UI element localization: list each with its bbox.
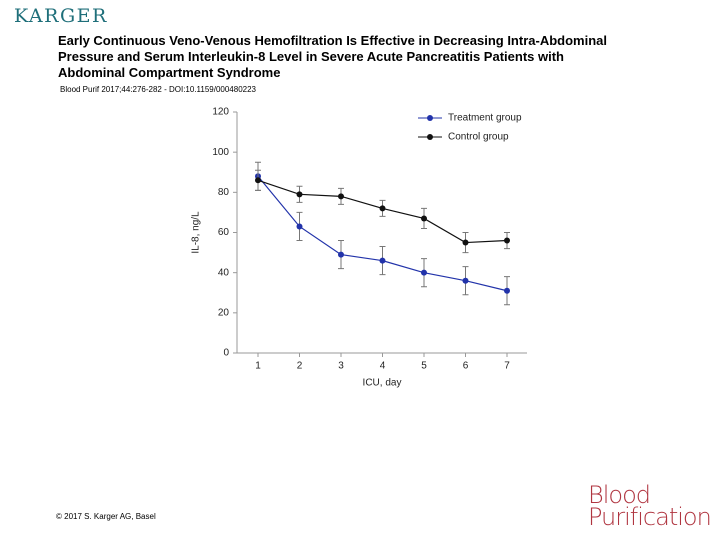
legend-label: Control group	[448, 132, 509, 143]
x-tick-label: 7	[504, 361, 510, 372]
y-axis-label: IL-8, ng/L	[191, 211, 202, 254]
legend-marker	[427, 115, 433, 121]
y-tick-label: 40	[218, 267, 230, 278]
journal-logo-line: Purification	[588, 503, 712, 531]
x-axis-label: ICU, day	[363, 378, 402, 389]
y-tick-label: 20	[218, 307, 230, 318]
data-point	[338, 251, 344, 258]
x-tick-label: 5	[421, 361, 427, 372]
title-line: Abdominal Compartment Syndrome	[58, 65, 281, 80]
x-tick-label: 6	[463, 361, 469, 372]
title-line: Pressure and Serum Interleukin-8 Level i…	[58, 49, 564, 64]
journal-logo-line: Blood	[588, 481, 651, 509]
x-tick-label: 1	[255, 361, 261, 372]
y-tick-label: 100	[212, 147, 229, 158]
data-point	[504, 237, 510, 244]
y-tick-label: 60	[218, 227, 230, 238]
data-point	[379, 205, 386, 212]
x-tick-label: 4	[380, 361, 386, 372]
publisher-logo: KARGER	[14, 5, 108, 27]
title-line: Early Continuous Veno-Venous Hemofiltrat…	[58, 33, 607, 48]
journal-logo: Blood Purification	[588, 481, 712, 531]
legend-label: Treatment group	[448, 113, 522, 124]
data-point	[421, 215, 427, 222]
y-tick-label: 120	[212, 107, 229, 118]
data-point	[462, 239, 469, 246]
y-tick-label: 0	[223, 348, 229, 359]
data-point	[296, 191, 303, 198]
data-point	[338, 193, 344, 200]
x-tick-label: 3	[338, 361, 344, 372]
data-point	[255, 177, 261, 184]
data-point	[462, 277, 469, 284]
data-point	[296, 223, 303, 230]
data-point	[379, 257, 386, 264]
copyright: © 2017 S. Karger AG, Basel	[56, 512, 156, 521]
title: Early Continuous Veno-Venous Hemofiltrat…	[58, 33, 607, 81]
data-point	[421, 269, 427, 276]
data-point	[504, 287, 510, 294]
legend-marker	[427, 134, 433, 140]
x-tick-label: 2	[297, 361, 303, 372]
y-tick-label: 80	[218, 187, 230, 198]
citation: Blood Purif 2017;44:276-282 - DOI:10.115…	[60, 85, 256, 94]
